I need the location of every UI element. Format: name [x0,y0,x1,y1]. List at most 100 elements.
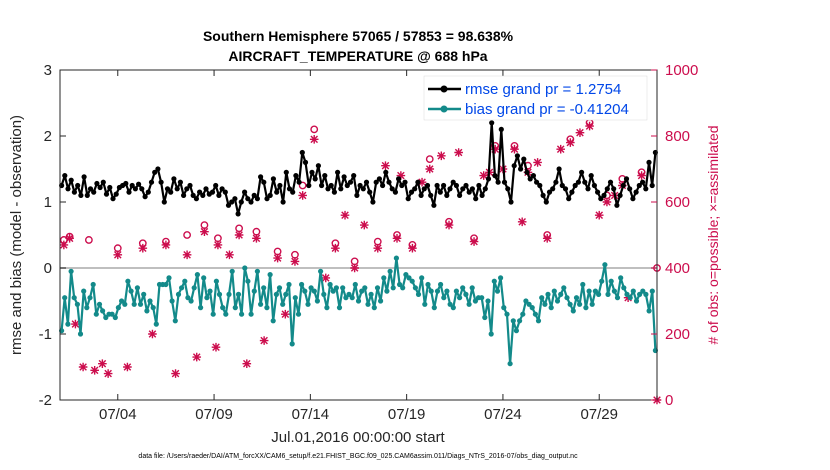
bias-point [144,308,150,314]
rmse-point [280,199,286,205]
bias-point [327,281,333,288]
rmse-point [463,182,469,189]
rmse-point [87,186,94,192]
bias-point [479,295,485,301]
rmse-point [405,196,411,202]
rmse-point [643,186,649,192]
bias-point [441,295,447,301]
x-tick-label: 07/29 [580,406,618,423]
bias-point [352,281,358,288]
bias-point [425,281,431,288]
rmse-point [168,189,174,195]
rmse-point [338,186,344,192]
rmse-point [441,182,447,189]
bias-point [384,288,390,294]
bias-point [314,298,320,304]
rmse-point [219,186,225,192]
rmse-point [534,179,540,185]
obs-assimilated-point [556,144,566,154]
bias-point [621,285,627,291]
rmse-point [614,202,620,208]
bias-point [450,305,456,311]
bias-point [273,291,279,297]
rmse-point [540,192,546,198]
bias-point [81,288,87,294]
obs-assimilated-point [242,359,252,368]
rmse-point [209,189,216,195]
obs-assimilated-point [138,243,148,253]
bias-point [412,285,418,291]
rmse-point [129,182,135,189]
bias-point [141,291,147,297]
bias-point [374,285,381,291]
rmse-point [633,189,639,195]
rmse-point [370,199,376,205]
bias-point [77,331,84,337]
bias-point [321,291,327,297]
bias-point [235,291,242,297]
bias-point [406,275,412,281]
rmse-point [543,199,549,205]
bias-point [494,288,501,294]
obs-assimilated-point [171,369,180,378]
rmse-point [164,186,171,192]
rmse-point [437,189,443,195]
bias-point [460,285,466,291]
bias-point [254,268,260,274]
rmse-point [453,182,459,189]
obs-assimilated-point [200,227,209,236]
rmse-point [582,179,588,185]
bias-point [109,311,115,317]
obs-assimilated-point [594,210,604,220]
bias-point [125,278,131,284]
bias-point [213,278,219,284]
bias-point [523,298,529,304]
obs-assimilated-point [298,191,307,200]
rmse-point [331,189,337,195]
obs-assimilated-point [566,138,575,147]
bias-point [276,285,283,291]
obs-assimilated-point [148,329,157,339]
rmse-point [466,189,472,195]
rmse-point [347,179,354,185]
bias-point [68,268,74,274]
bias-point [649,288,655,294]
bias-point [147,298,153,304]
bias-point [491,278,497,284]
rmse-point [566,196,572,202]
bias-point [365,301,371,307]
bias-point [258,301,264,307]
bias-point [428,288,434,294]
rmse-point [78,192,84,198]
rmse-point [94,180,100,187]
obs-assimilated-point [396,171,406,180]
rmse-point [553,179,559,185]
rmse-point [505,186,511,192]
bias-point [232,305,238,311]
rmse-point [258,174,264,180]
rmse-point [71,189,77,195]
obs-assimilated-point [78,362,88,372]
bias-point [251,288,257,294]
bias-point [457,295,463,301]
y-tick-label: -2 [39,392,52,409]
rmse-point [132,186,138,192]
rmse-point [267,192,273,198]
bias-point [614,295,621,301]
bias-point [504,311,510,317]
rmse-point [501,179,508,185]
rmse-point [498,126,504,132]
rmse-point [302,159,309,165]
bias-point [84,305,90,311]
rmse-point [399,182,405,189]
bias-point [387,268,393,274]
rmse-point [408,189,415,195]
x-tick-label: 07/04 [99,406,137,423]
rmse-point [579,169,585,175]
y-tick-label: 0 [44,260,52,277]
rmse-point [171,176,177,182]
rmse-point [238,199,244,205]
bias-point [355,298,362,304]
y-axis-label: rmse and bias (model - observation) [8,115,25,355]
